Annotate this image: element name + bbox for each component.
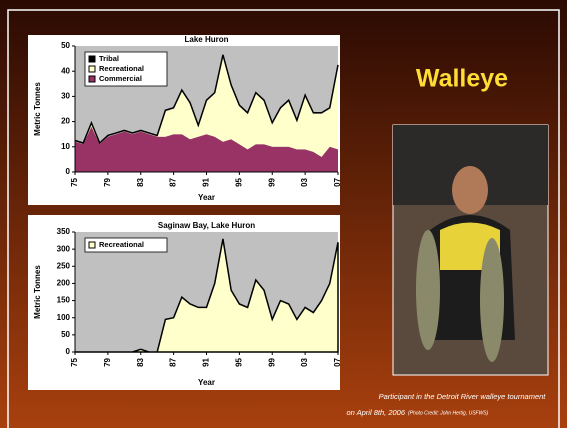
y-axis-label: Metric Tonnes: [33, 82, 42, 136]
photo: [392, 124, 549, 376]
area: [75, 126, 338, 172]
y-tick-label: 150: [57, 296, 71, 305]
x-tick-label: 99: [267, 357, 276, 366]
caption-date: on April 8th, 2006: [346, 408, 405, 417]
y-tick-label: 50: [61, 330, 70, 339]
y-tick-label: 100: [57, 313, 71, 322]
x-tick-label: 95: [234, 177, 243, 186]
y-tick-label: 350: [57, 227, 71, 236]
x-tick-label: 87: [169, 357, 178, 366]
y-tick-label: 300: [57, 244, 71, 253]
slide-title: Walleye: [416, 65, 508, 93]
y-tick-label: 40: [61, 66, 70, 75]
y-tick-label: 50: [61, 41, 70, 50]
legend-box: [84, 51, 168, 87]
legend-label: Tribal: [99, 54, 119, 63]
y-tick-label: 0: [66, 347, 71, 356]
x-tick-label: 79: [103, 177, 112, 186]
caption: Participant in the Detroit River walleye…: [379, 392, 547, 401]
legend-swatch: [88, 55, 96, 63]
x-tick-label: 03: [300, 177, 309, 186]
y-tick-label: 10: [61, 142, 70, 151]
legend-label: Recreational: [99, 240, 144, 249]
chart: Saginaw Bay, Lake Huron Metric Tonnes Year…: [28, 215, 342, 390]
x-tick-label: 07: [333, 357, 342, 366]
chart-title: Saginaw Bay, Lake Huron: [158, 221, 255, 230]
legend-box: [84, 237, 168, 253]
y-tick-label: 250: [57, 261, 71, 270]
x-tick-label: 99: [267, 177, 276, 186]
y-tick-label: 20: [61, 117, 70, 126]
x-axis-label: Year: [198, 378, 215, 387]
x-tick-label: 83: [136, 177, 145, 186]
legend-swatch: [88, 75, 96, 83]
x-tick-label: 75: [70, 177, 79, 186]
legend-label: Commercial: [99, 74, 142, 83]
x-tick-label: 07: [333, 177, 342, 186]
x-tick-label: 87: [169, 177, 178, 186]
x-tick-label: 75: [70, 357, 79, 366]
area: [75, 56, 338, 157]
chart-title: Lake Huron: [184, 35, 228, 44]
y-axis-label: Metric Tonnes: [33, 265, 42, 319]
y-tick-label: 30: [61, 92, 70, 101]
frame: [7, 9, 560, 428]
x-axis-label: Year: [198, 193, 215, 202]
legend-swatch: [88, 65, 96, 73]
x-tick-label: 83: [136, 357, 145, 366]
x-tick-label: 03: [300, 357, 309, 366]
y-tick-label: 0: [66, 167, 71, 176]
y-tick-label: 200: [57, 279, 71, 288]
photo-credit: (Photo Credit: John Hertig, USFWS): [408, 410, 489, 416]
chart: Lake Huron Metric Tonnes Year 0 10 20 30 40 50 75…: [28, 35, 342, 205]
legend-swatch: [88, 241, 96, 249]
x-tick-label: 79: [103, 357, 112, 366]
x-tick-label: 91: [202, 357, 211, 366]
x-tick-label: 95: [234, 357, 243, 366]
x-tick-label: 91: [202, 177, 211, 186]
tribal-line: [74, 54, 339, 145]
legend-label: Recreational: [99, 64, 144, 73]
